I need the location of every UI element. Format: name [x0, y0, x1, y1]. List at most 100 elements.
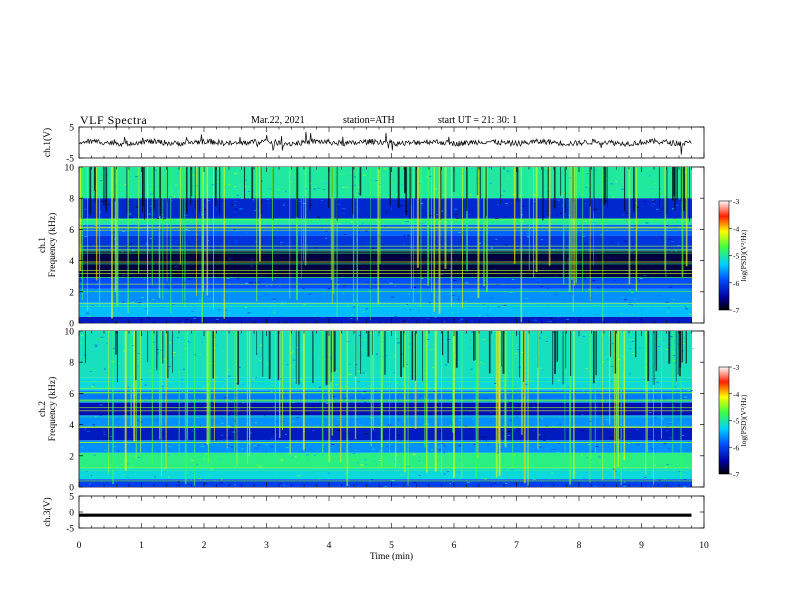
spectrogram-speckle: [149, 187, 152, 188]
spectrogram-speckle: [607, 365, 609, 367]
spectrogram-speckle: [458, 320, 462, 322]
spectrogram-speckle: [566, 198, 569, 200]
spectrogram-speckle: [185, 229, 189, 230]
spectrogram-speckle: [542, 187, 545, 189]
y-tick-label: 0: [69, 484, 74, 494]
spectrogram-speckle: [362, 174, 366, 176]
spectrogram-speckle: [358, 208, 362, 210]
spectrogram-speckle: [537, 448, 540, 450]
spectrogram-speckle: [122, 274, 125, 276]
spectrogram-sferic: [170, 167, 172, 314]
spectrogram-speckle: [489, 239, 492, 241]
spectrogram-speckle: [335, 425, 338, 427]
spectrogram-speckle: [656, 376, 659, 377]
spectrogram-speckle: [279, 285, 281, 287]
spectrogram-speckle: [190, 479, 192, 481]
spectrogram-speckle: [251, 273, 253, 275]
spectrogram-speckle: [378, 285, 382, 287]
spectrogram-speckle: [366, 315, 370, 317]
spectrogram-speckle: [588, 289, 592, 291]
spectrogram-speckle: [118, 363, 120, 364]
spectrogram-speckle: [329, 255, 332, 257]
spectrogram-speckle: [80, 335, 84, 337]
spectrogram-sferic: [433, 167, 436, 312]
spectrogram-speckle: [429, 349, 433, 350]
spectrogram-speckle: [583, 277, 586, 279]
spectrogram-speckle: [123, 467, 126, 469]
spectrogram-speckle: [236, 172, 240, 174]
spectrogram-speckle: [199, 468, 201, 470]
spectrogram-speckle: [551, 472, 554, 474]
spectrogram-speckle: [354, 206, 357, 208]
spectrogram-speckle: [525, 468, 528, 470]
spectrogram-speckle: [470, 168, 473, 170]
spectrogram-speckle: [139, 302, 142, 303]
spectrogram-speckle: [658, 338, 662, 340]
spectrogram-sferic: [214, 167, 217, 207]
spectrogram-speckle: [196, 463, 198, 465]
spectrogram-speckle: [595, 446, 599, 447]
spectrogram-speckle: [431, 449, 433, 451]
spectrogram-speckle: [363, 391, 367, 392]
y-tick-label: 8: [69, 195, 74, 205]
spectrogram-speckle: [96, 337, 99, 339]
spectrogram-speckle: [137, 353, 141, 354]
spectrogram-speckle: [468, 196, 471, 198]
spectrogram-sferic: [346, 331, 349, 487]
spectrogram-speckle: [199, 331, 202, 333]
spectrogram-speckle: [390, 446, 394, 447]
spectrogram-sferic: [370, 331, 372, 447]
spectrogram-speckle: [400, 168, 403, 169]
spectrogram-speckle: [252, 353, 256, 355]
spectrogram-speckle: [434, 316, 437, 318]
spectrogram-sferic: [336, 167, 338, 221]
spectrogram-speckle: [275, 420, 278, 422]
spectrogram-speckle: [203, 482, 207, 484]
spectrogram-speckle: [216, 318, 219, 320]
spectrogram-sferic: [444, 167, 447, 269]
spectrogram-speckle: [503, 380, 506, 381]
spectrogram-speckle: [350, 386, 353, 388]
spectrogram-speckle: [95, 346, 97, 348]
spectrogram-speckle: [664, 397, 667, 399]
spectrogram-band: [79, 277, 692, 289]
spectrogram-speckle: [337, 429, 341, 431]
spectrogram-speckle: [169, 343, 171, 345]
spectrogram-speckle: [561, 205, 563, 207]
spectrogram-speckle: [431, 294, 433, 296]
spectrogram-speckle: [420, 395, 423, 397]
spectrogram-speckle: [540, 334, 544, 335]
spectrogram-sferic: [377, 167, 380, 305]
spectrogram-sferic: [548, 167, 551, 266]
spectrogram-sferic: [413, 167, 414, 303]
spectrogram-speckle: [227, 278, 230, 279]
spectrogram-speckle: [489, 182, 492, 184]
spectrogram-speckle: [662, 260, 665, 262]
spectrogram-speckle: [526, 236, 530, 237]
spectrogram-speckle: [469, 347, 472, 349]
spectrogram-sferic: [206, 167, 209, 296]
colorbar-tick-label: -6: [733, 279, 739, 288]
spectrogram-line: [79, 273, 692, 274]
spectrogram-speckle: [664, 478, 667, 480]
spectrogram-speckle: [365, 230, 368, 232]
spectrogram-speckle: [533, 260, 536, 262]
spectrogram-speckle: [257, 445, 261, 446]
spectrogram-speckle: [303, 281, 306, 283]
spectrogram-speckle: [500, 438, 503, 440]
spectrogram-speckle: [413, 481, 417, 483]
spectrogram-speckle: [514, 485, 518, 487]
spectrogram-speckle: [391, 480, 395, 481]
spectrogram-speckle: [494, 383, 497, 384]
spectrogram-sferic: [153, 167, 155, 211]
spectrogram-sferic: [219, 167, 221, 215]
spectrogram-speckle: [464, 171, 467, 173]
spectrogram-speckle: [215, 168, 219, 170]
spectrogram-speckle: [122, 473, 126, 475]
spectrogram-speckle: [618, 334, 621, 336]
spectrogram-speckle: [417, 318, 420, 320]
spectrogram-speckle: [128, 213, 132, 215]
spectrogram-speckle: [357, 371, 361, 372]
spectrogram-band: [79, 377, 692, 391]
spectrogram-speckle: [610, 343, 614, 345]
